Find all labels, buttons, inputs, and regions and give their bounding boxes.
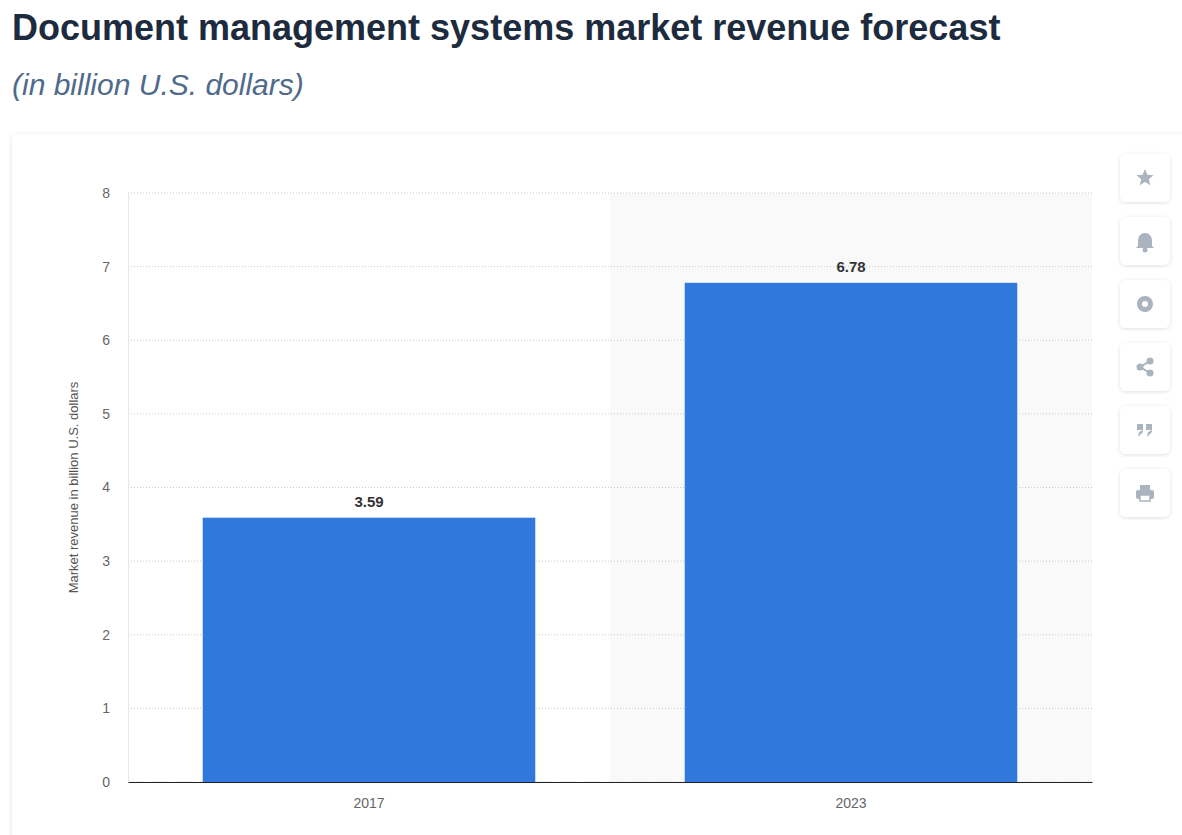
- toolbar-button[interactable]: [1120, 217, 1170, 265]
- x-tick-label: 2017: [353, 795, 384, 811]
- y-axis-title: Market revenue in billion U.S. dollars: [66, 381, 81, 593]
- y-axis-line: [128, 194, 129, 783]
- toolbar-icon[interactable]: [1136, 233, 1154, 253]
- toolbar-button[interactable]: [1120, 280, 1170, 328]
- quote-icon-part[interactable]: [1146, 424, 1152, 430]
- share-icon-node[interactable]: [1147, 370, 1154, 377]
- y-tick-label: 2: [102, 627, 110, 643]
- y-tick-label: 4: [102, 479, 110, 495]
- y-tick-label: 0: [102, 774, 110, 790]
- y-tick: 4: [102, 479, 128, 495]
- y-tick: 8: [102, 185, 128, 201]
- y-tick-label: 3: [102, 553, 110, 569]
- y-tick: 0: [102, 774, 128, 790]
- toolbar-button[interactable]: [1120, 406, 1170, 454]
- quote-icon-tail[interactable]: [1138, 430, 1143, 437]
- y-tick: 2: [102, 627, 128, 643]
- x-axis: 2017 2023: [129, 782, 1093, 811]
- toolbar-button-bg[interactable]: [1120, 406, 1170, 454]
- y-axis: 0 1 2 3 4 5 6 7 8: [102, 185, 128, 790]
- grid-line: [128, 266, 1092, 267]
- y-tick: 6: [102, 332, 128, 348]
- x-axis-line: [129, 782, 1093, 783]
- toolbar-icon[interactable]: [1136, 169, 1153, 185]
- grid: [128, 193, 1092, 782]
- y-tick-label: 5: [102, 406, 110, 422]
- star-icon[interactable]: [1136, 169, 1153, 185]
- chart-subtitle: (in billion U.S. dollars): [12, 68, 304, 101]
- print-icon-output[interactable]: [1140, 495, 1150, 501]
- data-labels: 3.59 6.78: [354, 258, 865, 510]
- grid-line: [128, 193, 1092, 194]
- y-tick: 1: [102, 700, 128, 716]
- y-tick-label: 6: [102, 332, 110, 348]
- toolbar-button-bg[interactable]: [1120, 280, 1170, 328]
- bar: [203, 518, 536, 782]
- x-tick-label: 2023: [835, 795, 866, 811]
- x-tick: 2017: [353, 782, 384, 811]
- bell-icon[interactable]: [1136, 233, 1154, 248]
- toolbar-button[interactable]: [1120, 343, 1170, 391]
- toolbar-icon[interactable]: [1137, 296, 1153, 312]
- chart-canvas: Document management systems market reven…: [0, 0, 1182, 835]
- y-tick: 3: [102, 553, 128, 569]
- y-tick: 5: [102, 406, 128, 422]
- toolbar-button-bg[interactable]: [1120, 154, 1170, 202]
- toolbar-button-bg[interactable]: [1120, 217, 1170, 265]
- toolbar-button[interactable]: [1120, 154, 1170, 202]
- toolbar-icon[interactable]: [1136, 485, 1154, 501]
- bell-icon-clapper[interactable]: [1143, 248, 1148, 253]
- gear-icon-hole[interactable]: [1142, 301, 1148, 307]
- toolbar-icon[interactable]: [1137, 358, 1154, 377]
- quote-icon-tail[interactable]: [1147, 430, 1152, 437]
- print-icon-paper[interactable]: [1140, 485, 1150, 490]
- data-label: 6.78: [836, 258, 865, 275]
- toolbar-button-bg[interactable]: [1120, 469, 1170, 517]
- data-label: 3.59: [354, 493, 383, 510]
- toolbar-button-bg[interactable]: [1120, 343, 1170, 391]
- y-tick-label: 7: [102, 259, 110, 275]
- toolbar: [1120, 154, 1170, 517]
- chart-card: [12, 134, 1182, 835]
- bar: [685, 283, 1018, 782]
- quote-icon-part[interactable]: [1137, 424, 1143, 430]
- toolbar-icon[interactable]: [1137, 424, 1152, 437]
- chart-title: Document management systems market reven…: [12, 7, 1000, 48]
- x-tick: 2023: [835, 782, 866, 811]
- gear-icon[interactable]: [1137, 296, 1153, 312]
- y-tick-label: 8: [102, 185, 110, 201]
- share-icon-node[interactable]: [1137, 364, 1144, 371]
- y-tick: 7: [102, 259, 128, 275]
- bars: [203, 283, 1018, 782]
- share-icon-node[interactable]: [1147, 358, 1154, 365]
- y-tick-label: 1: [102, 700, 110, 716]
- toolbar-button[interactable]: [1120, 469, 1170, 517]
